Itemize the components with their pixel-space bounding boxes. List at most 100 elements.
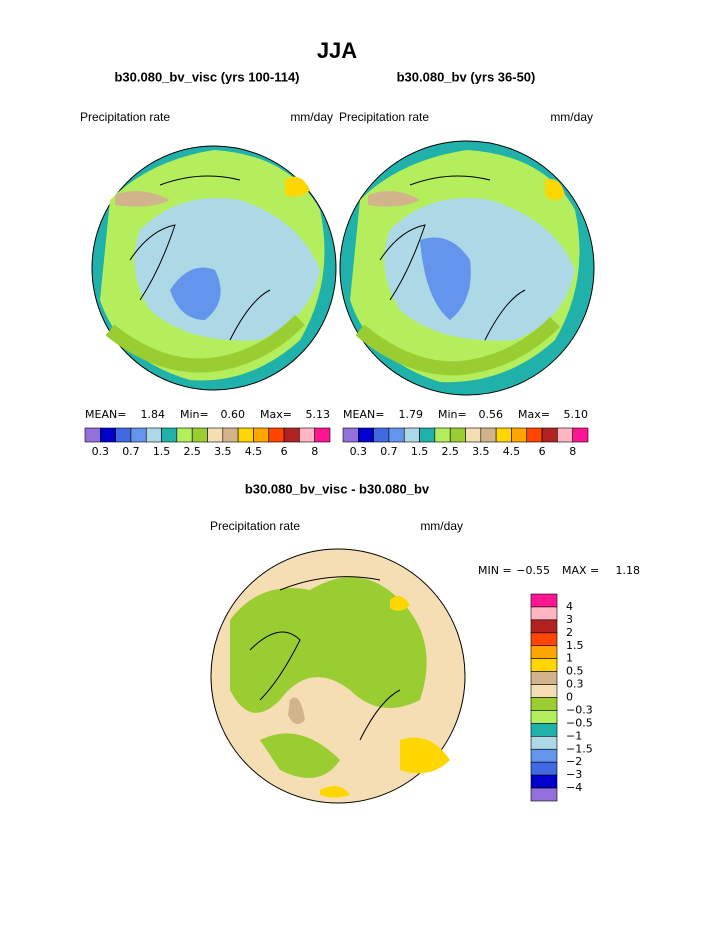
- colorbar-label: −2: [566, 755, 582, 768]
- colorbar-box: [388, 427, 405, 443]
- colorbar-box: [530, 723, 558, 737]
- colorbar-box: [283, 427, 300, 443]
- colorbar-label: −1: [566, 729, 582, 742]
- colorbar-label: 8: [311, 445, 318, 458]
- stat-value: −0.55: [516, 564, 550, 577]
- colorbar-label: 4.5: [245, 445, 263, 458]
- panel-units: mm/day: [420, 519, 463, 533]
- stat-value: 1.84: [141, 408, 166, 421]
- colorbar-box: [530, 619, 558, 634]
- colorbar-label: 1: [566, 652, 573, 665]
- colorbar-label: 2.5: [441, 445, 459, 458]
- stat-value: 1.79: [399, 408, 424, 421]
- colorbar-box: [530, 697, 558, 711]
- colorbar-box: [495, 427, 512, 443]
- stat-value: 1.18: [616, 564, 641, 577]
- colorbar-box: [373, 427, 390, 443]
- panel-units: mm/day: [550, 110, 593, 124]
- page-title: JJA: [317, 38, 357, 63]
- colorbar-label: 1.5: [411, 445, 429, 458]
- colorbar-box: [526, 427, 543, 443]
- colorbar-box: [541, 427, 558, 443]
- colorbar-box: [434, 427, 451, 443]
- colorbar-box: [511, 427, 528, 443]
- colorbar-label: 2.5: [183, 445, 201, 458]
- colorbar-box: [314, 427, 331, 443]
- colorbar-box: [268, 427, 285, 443]
- colorbar-box: [572, 427, 589, 443]
- colorbar-box: [557, 427, 573, 443]
- colorbar-box: [130, 427, 147, 443]
- panel-subtitle: b30.080_bv_visc (yrs 100-114): [114, 69, 299, 84]
- colorbar-box: [480, 427, 497, 443]
- colorbar-box: [237, 427, 254, 443]
- colorbar-label: 0.3: [350, 445, 368, 458]
- colorbar-box: [530, 632, 558, 647]
- colorbar-box: [465, 427, 482, 443]
- panel-subtitle: b30.080_bv (yrs 36-50): [397, 69, 536, 84]
- colorbar-label: 3.5: [214, 445, 232, 458]
- stat-label: MEAN=: [85, 408, 126, 421]
- difference-title: b30.080_bv_visc - b30.080_bv: [245, 481, 430, 496]
- colorbar-box: [299, 427, 315, 443]
- colorbar-label: 4.5: [503, 445, 521, 458]
- colorbar-label: 3: [566, 613, 573, 626]
- colorbar-label: 6: [539, 445, 546, 458]
- colorbar-box: [530, 748, 558, 763]
- panel-left-label: Precipitation rate: [210, 519, 300, 533]
- colorbar-box: [342, 427, 359, 443]
- colorbar-box: [530, 761, 558, 776]
- colorbar-label: 0: [566, 691, 573, 704]
- stat-value: 5.13: [306, 408, 331, 421]
- colorbar-box: [176, 427, 193, 443]
- colorbar-box: [191, 427, 208, 443]
- colorbar-label: −4: [566, 781, 582, 794]
- colorbar-label: 4: [566, 600, 573, 613]
- colorbar-label: 1.5: [566, 639, 584, 652]
- colorbar-label: 0.3: [92, 445, 110, 458]
- colorbar-label: 0.3: [566, 678, 584, 691]
- colorbar-box: [161, 427, 178, 443]
- stat-label: MIN =: [478, 564, 512, 577]
- colorbar-label: −1.5: [566, 742, 593, 755]
- polar-map: [339, 140, 595, 396]
- colorbar-box: [115, 427, 132, 443]
- stat-value: 0.56: [479, 408, 504, 421]
- colorbar-label: 2: [566, 626, 573, 639]
- colorbar-box: [530, 684, 558, 698]
- colorbar-label: 1.5: [153, 445, 171, 458]
- colorbar-label: 0.5: [566, 665, 584, 678]
- colorbar-box: [530, 645, 558, 659]
- colorbar-box: [530, 774, 558, 789]
- colorbar-box: [100, 427, 116, 443]
- colorbar-box: [530, 710, 558, 724]
- stat-label: Max=: [260, 408, 292, 421]
- colorbar-box: [145, 427, 162, 443]
- colorbar-box: [419, 427, 436, 443]
- colorbar-label: −3: [566, 768, 582, 781]
- stat-value: 0.60: [221, 408, 246, 421]
- colorbar-box: [530, 787, 558, 802]
- stat-label: Min=: [180, 408, 209, 421]
- colorbar-box: [530, 671, 558, 685]
- stat-label: MAX =: [562, 564, 599, 577]
- colorbar-label: 6: [281, 445, 288, 458]
- polar-map: [210, 548, 466, 804]
- colorbar-box: [530, 658, 558, 672]
- colorbar-label: 0.7: [380, 445, 398, 458]
- colorbar-box: [530, 736, 558, 750]
- polar-map: [91, 145, 337, 391]
- colorbar-label: 0.7: [122, 445, 140, 458]
- colorbar-box: [207, 427, 224, 443]
- colorbar-box: [222, 427, 239, 443]
- colorbar-label: 8: [569, 445, 576, 458]
- colorbar-box: [84, 427, 101, 443]
- panel-units: mm/day: [290, 110, 333, 124]
- stat-value: 5.10: [564, 408, 589, 421]
- colorbar-box: [358, 427, 374, 443]
- colorbar-label: −0.5: [566, 716, 593, 729]
- panel-left-label: Precipitation rate: [339, 110, 429, 124]
- stat-label: MEAN=: [343, 408, 384, 421]
- colorbar-box: [530, 593, 558, 608]
